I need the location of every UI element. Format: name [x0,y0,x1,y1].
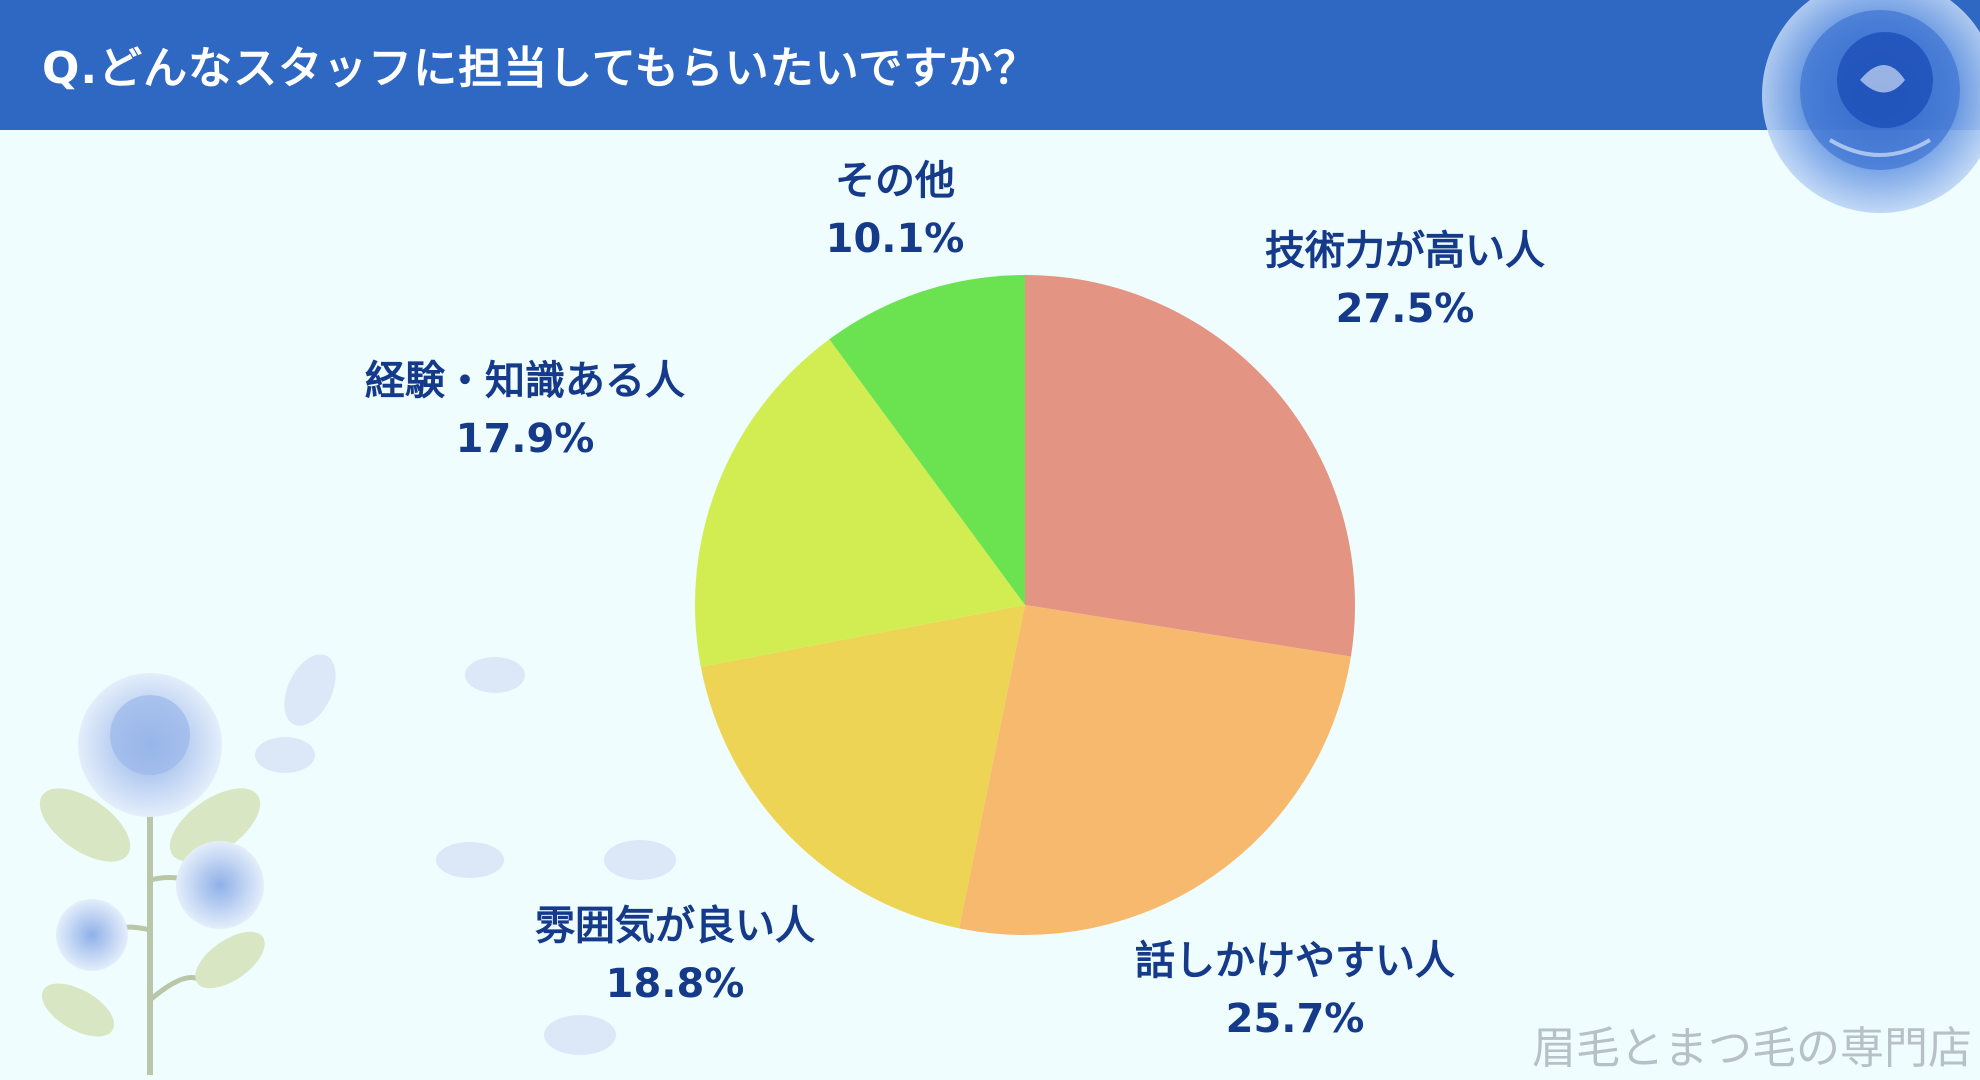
pie-slice-3 [700,605,1025,929]
watermark: 眉毛とまつ毛の専門店 [1532,1023,1972,1074]
slice-label-text: 雰囲気が良い人 [535,903,815,949]
pie-slice-4 [695,339,1025,667]
slice-value-label: 17.9% [455,416,595,462]
header-bar: Q.どんなスタッフに担当してもらいたいですか？ [0,0,1980,130]
pie-slice-5 [829,275,1025,605]
slice-value-label: 25.7% [1225,996,1365,1042]
slice-label-text: その他 [835,158,955,204]
slice-label-text: 技術力が高い人 [1265,228,1545,274]
slice-value-label: 27.5% [1335,286,1475,332]
slice-label-text: 話しかけやすい人 [1135,938,1455,984]
pie-chart [695,275,1355,935]
slice-label-text: 経験・知識ある人 [365,358,685,404]
slice-value-label: 18.8% [605,961,745,1007]
pie-slice-1 [1025,275,1355,657]
rose-decoration-bottom-left [39,654,676,1075]
slice-label-1: 技術力が高い人 27.5% [1185,222,1625,338]
slice-label-5: その他 10.1% [675,152,1115,268]
slice-value-label: 10.1% [825,216,965,262]
page-title: Q.どんなスタッフに担当してもらいたいですか？ [42,43,1039,94]
slice-label-3: 雰囲気が良い人 18.8% [455,897,895,1013]
slice-label-2: 話しかけやすい人 25.7% [1075,932,1515,1048]
slice-label-4: 経験・知識ある人 17.9% [305,352,745,468]
rose-decoration-top-right [1762,0,1980,213]
pie-slice-2 [959,605,1351,935]
